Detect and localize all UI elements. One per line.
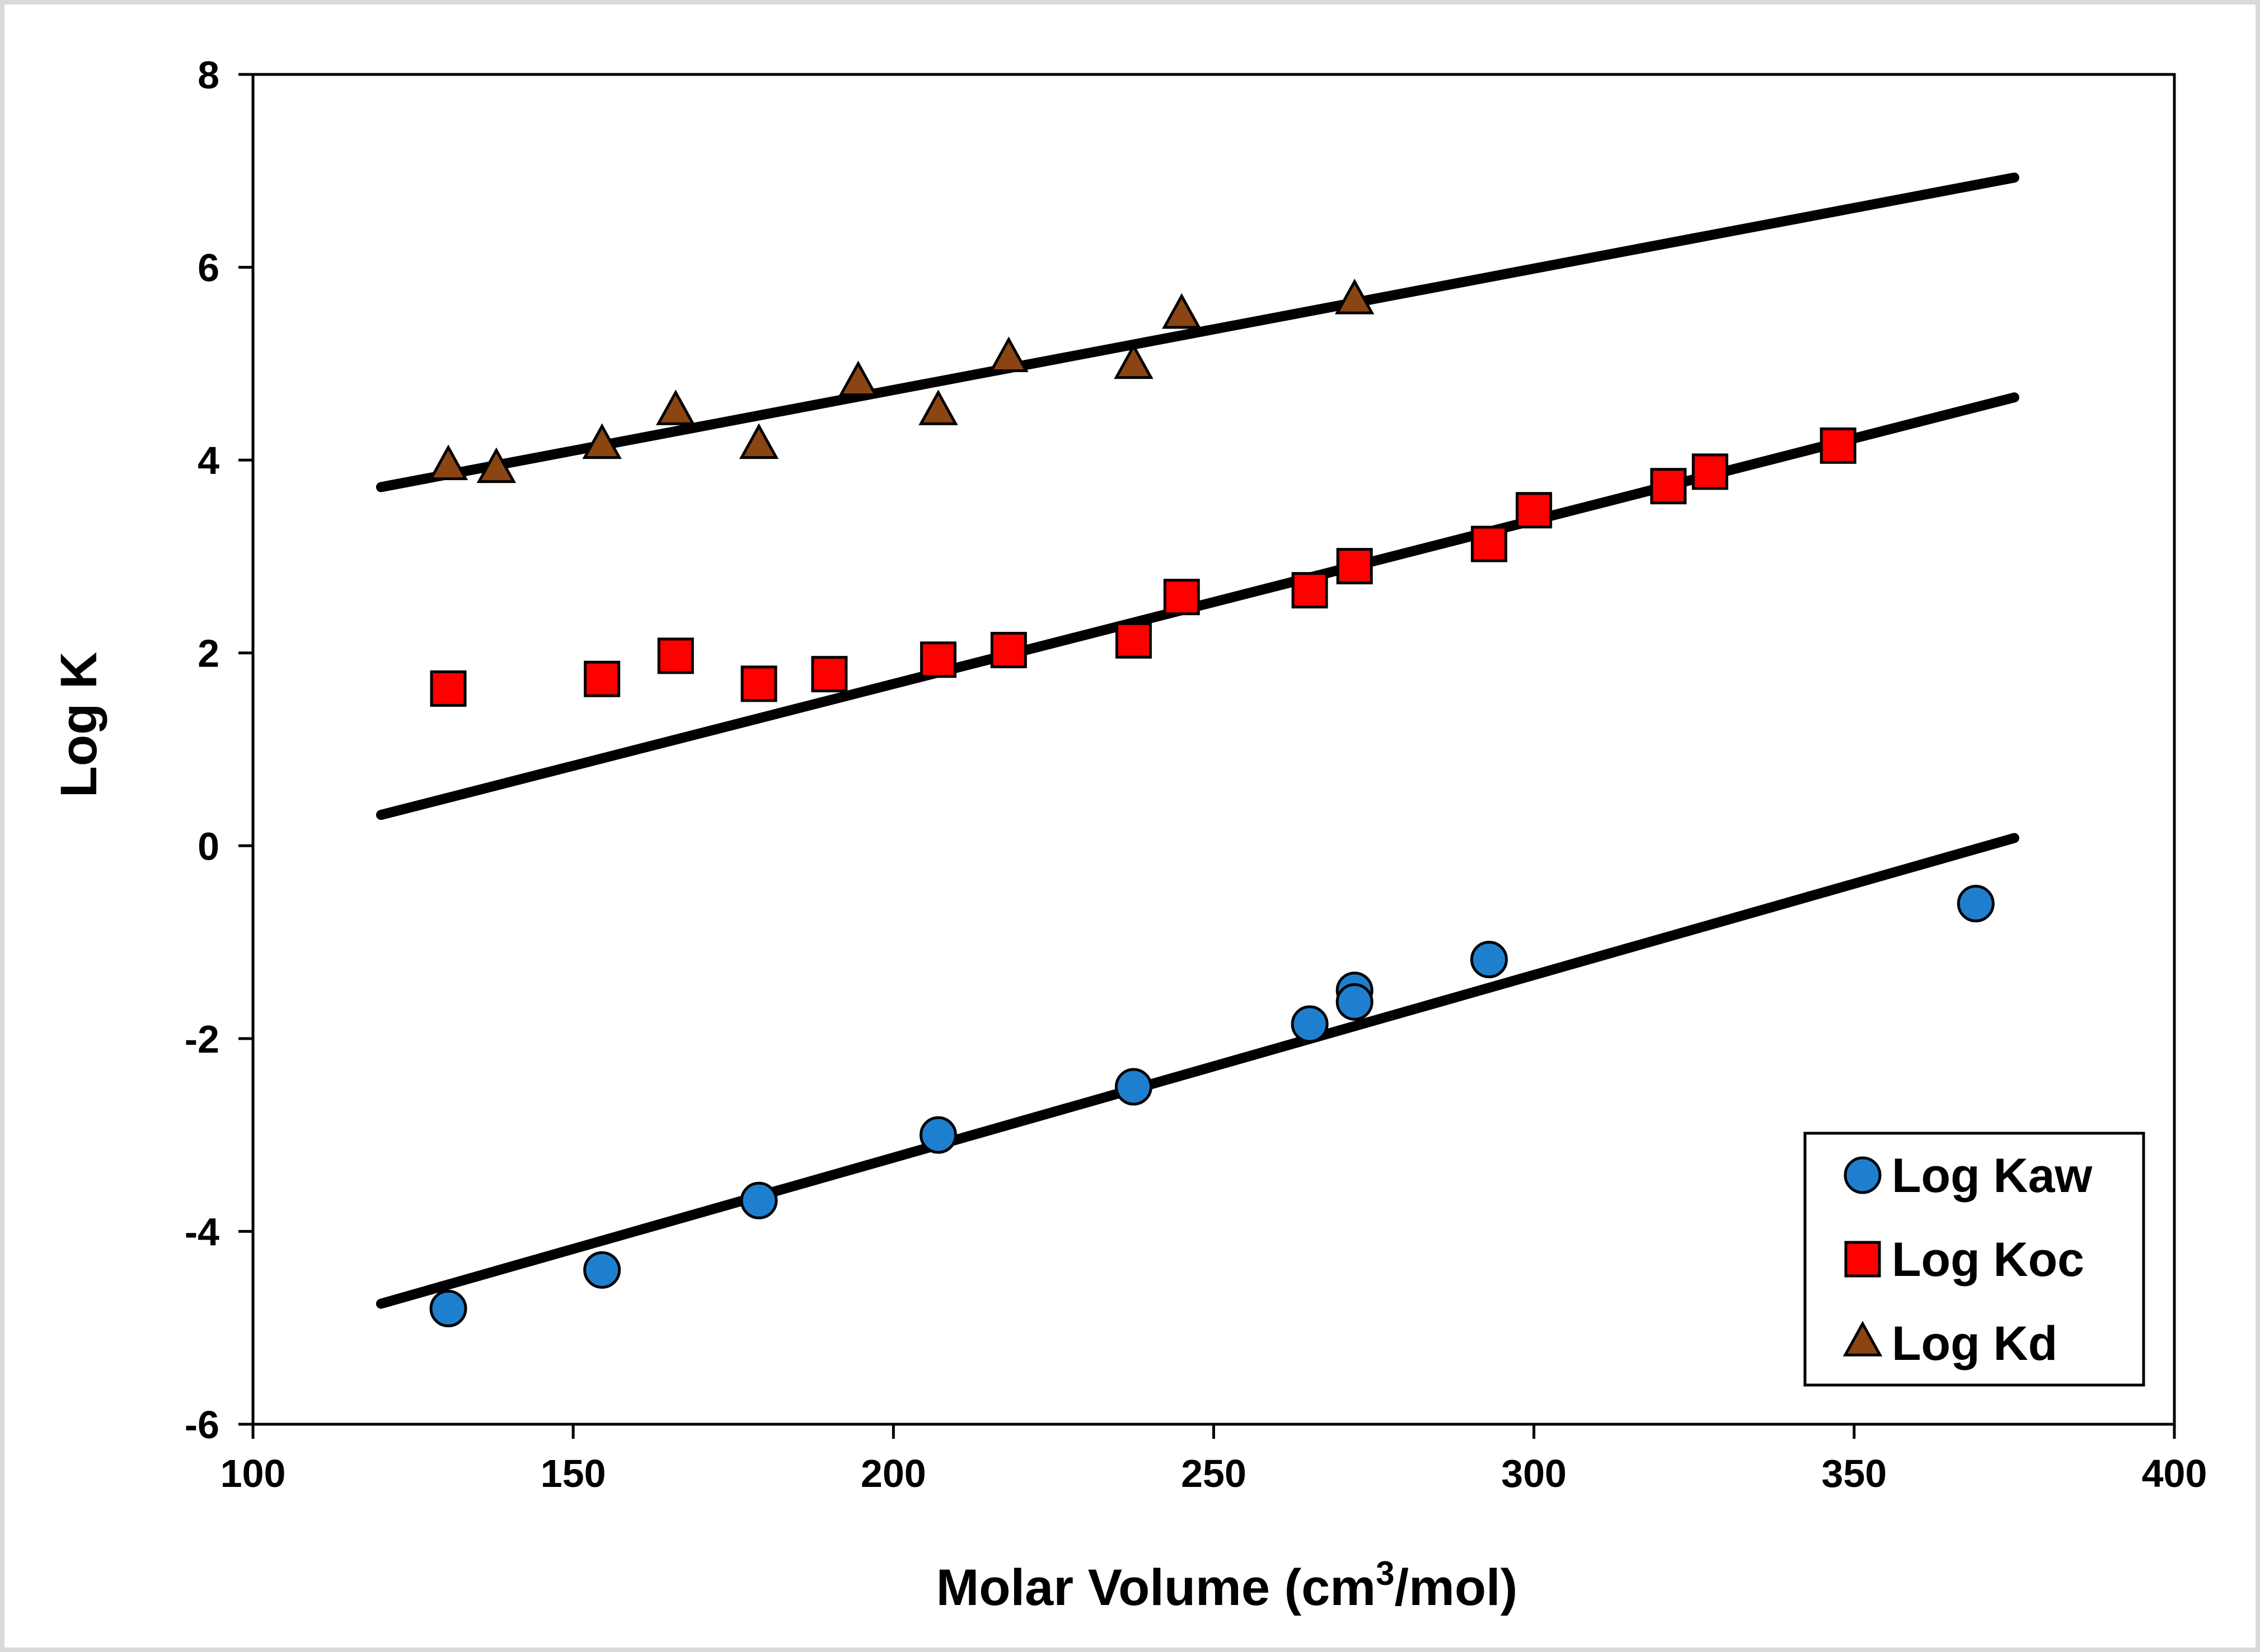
legend-item: Log Kaw bbox=[1844, 1149, 2093, 1203]
series-log-kd bbox=[428, 278, 1375, 484]
y-tick-label: -6 bbox=[185, 1403, 219, 1447]
circle-point bbox=[429, 1289, 467, 1327]
fit-line bbox=[376, 833, 2019, 1309]
x-tick-label: 150 bbox=[541, 1452, 606, 1495]
y-axis-title: Log K bbox=[50, 652, 107, 798]
triangle-point bbox=[476, 447, 517, 484]
legend-item: Log Koc bbox=[1844, 1233, 2084, 1287]
legend-label: Log Koc bbox=[1892, 1233, 2084, 1287]
square-point bbox=[430, 670, 467, 707]
square-point bbox=[1115, 622, 1152, 659]
legend: Log Kaw Log Koc Log Kd bbox=[1803, 1132, 2145, 1387]
y-tick-label: 0 bbox=[198, 824, 219, 868]
legend-square-icon bbox=[1844, 1241, 1881, 1278]
circle-point bbox=[1114, 1068, 1152, 1106]
series-log-kaw bbox=[429, 885, 1995, 1327]
circle-point bbox=[740, 1181, 778, 1219]
triangle-point bbox=[1335, 278, 1375, 315]
triangle-point bbox=[989, 336, 1029, 373]
legend-item: Log Kd bbox=[1842, 1317, 2057, 1371]
tick-labels: 100 150 200 250 300 350 400 -6 -4 -2 0 2 4 6 8 bbox=[185, 53, 2207, 1495]
data-points bbox=[428, 278, 1995, 1327]
series-log-koc bbox=[430, 427, 1856, 707]
square-point bbox=[740, 665, 777, 702]
x-tick-label: 100 bbox=[221, 1452, 286, 1495]
triangle-point bbox=[918, 389, 958, 425]
circle-point bbox=[1291, 1005, 1329, 1043]
y-tick-label: -4 bbox=[185, 1210, 219, 1254]
y-tick-label: 6 bbox=[198, 246, 219, 290]
legend-items: Log Kaw Log Koc Log Kd bbox=[1842, 1149, 2093, 1371]
square-point bbox=[1163, 579, 1200, 616]
y-tick-label: 2 bbox=[198, 632, 219, 675]
y-tick-label: 4 bbox=[198, 439, 219, 482]
circle-point bbox=[1470, 941, 1508, 979]
triangle-point bbox=[1114, 343, 1154, 379]
square-point bbox=[1691, 453, 1728, 490]
x-axis-title-main: Molar Volume (cm bbox=[936, 1559, 1376, 1616]
square-point bbox=[584, 660, 621, 697]
legend-label: Log Kaw bbox=[1892, 1149, 2093, 1203]
x-tick-label: 350 bbox=[1821, 1452, 1887, 1495]
square-point bbox=[1291, 572, 1328, 609]
square-point bbox=[1650, 468, 1687, 505]
triangle-point bbox=[838, 360, 878, 397]
square-point bbox=[657, 637, 694, 674]
triangle-point bbox=[582, 423, 622, 459]
triangle-point bbox=[739, 423, 779, 459]
fit-lines bbox=[376, 172, 2019, 1309]
triangle-point bbox=[1162, 293, 1202, 329]
legend-triangle-icon bbox=[1842, 1321, 1883, 1357]
square-point bbox=[1820, 427, 1856, 464]
x-axis-title-superscript: 3 bbox=[1376, 1555, 1394, 1592]
fit-line bbox=[376, 172, 2019, 492]
circle-point bbox=[583, 1251, 621, 1289]
legend-label: Log Kd bbox=[1892, 1317, 2057, 1371]
square-point bbox=[990, 632, 1027, 669]
circle-point bbox=[1957, 885, 1995, 923]
y-tick-label: 8 bbox=[198, 53, 219, 97]
square-point bbox=[920, 641, 956, 678]
y-tick-label: -2 bbox=[185, 1017, 219, 1061]
axes bbox=[238, 73, 2176, 1439]
x-axis-title: Molar Volume (cm3/mol) bbox=[936, 1555, 1518, 1616]
square-point bbox=[1471, 525, 1508, 562]
x-tick-label: 250 bbox=[1181, 1452, 1246, 1495]
x-tick-label: 300 bbox=[1501, 1452, 1567, 1495]
square-point bbox=[1516, 492, 1553, 529]
square-point bbox=[1336, 548, 1373, 585]
triangle-point bbox=[656, 389, 696, 425]
circle-point bbox=[919, 1116, 957, 1154]
triangle-point bbox=[428, 444, 468, 480]
x-axis-title-suffix: /mol) bbox=[1395, 1559, 1518, 1616]
legend-circle-icon bbox=[1844, 1156, 1882, 1194]
circle-point bbox=[1335, 983, 1373, 1021]
square-point bbox=[811, 656, 848, 693]
x-tick-label: 400 bbox=[2142, 1452, 2207, 1495]
x-tick-label: 200 bbox=[861, 1452, 926, 1495]
